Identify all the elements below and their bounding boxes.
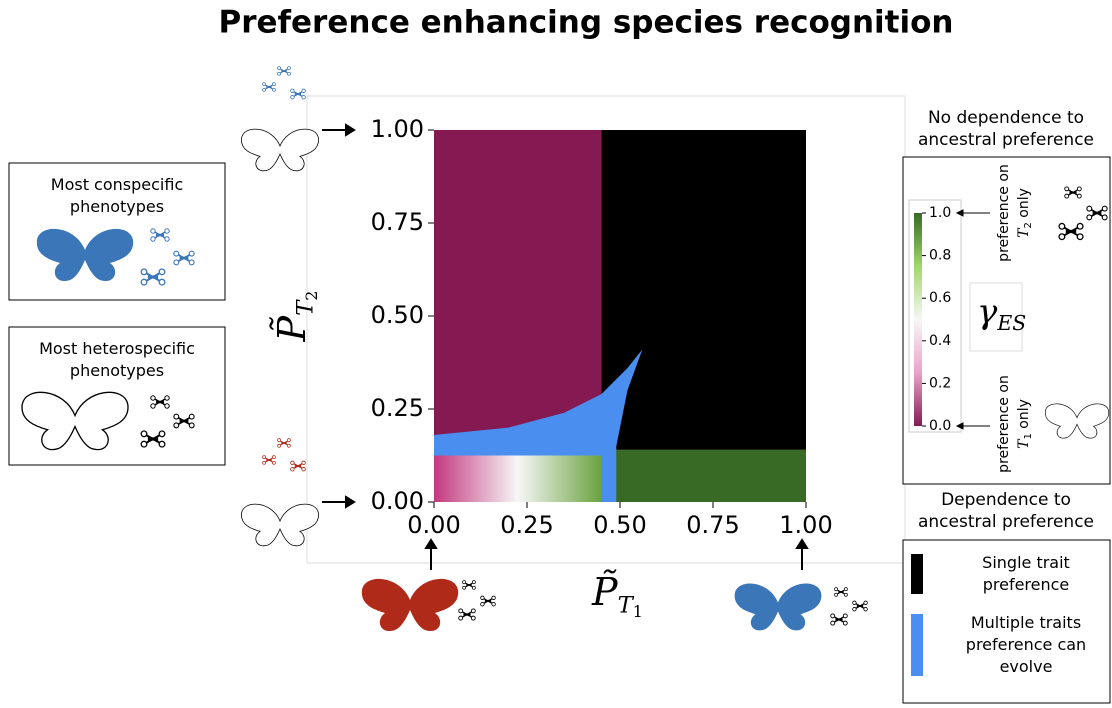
arrows	[955, 209, 990, 430]
text-line: preference can	[966, 635, 1086, 654]
plot: 0.00 0.25 0.50 0.75 1.00 0.00 0.25 0.50 0.75 1.00…	[270, 115, 833, 621]
note-subscript: 2	[1023, 222, 1034, 228]
text-line: No dependence to	[928, 108, 1084, 128]
y-label-symbol: P̃	[270, 314, 314, 342]
butterfly-icon	[361, 578, 459, 632]
note-rest: only	[1016, 188, 1032, 222]
x-tick-label: 1.00	[779, 511, 832, 539]
colorbar-tick-label: 0.0	[929, 418, 951, 434]
x-tick-label: 0.50	[593, 511, 646, 539]
text-line: Most conspecific	[51, 175, 183, 194]
y-tick-label: 0.50	[371, 301, 424, 329]
colorbar-label-subscript: ES	[996, 311, 1026, 335]
x-label-index: 1	[633, 602, 643, 621]
y-tick-label: 1.00	[371, 115, 424, 143]
text-line: phenotypes	[70, 197, 164, 216]
text-line: Dependence to	[941, 490, 1071, 510]
note-symbol: T	[1016, 438, 1032, 449]
arrows	[322, 123, 809, 570]
molecules	[458, 580, 496, 621]
region	[434, 349, 643, 502]
colorbar-scale	[914, 213, 922, 426]
colorbar-tick-label: 0.2	[929, 375, 951, 391]
text-line: evolve	[1000, 657, 1053, 676]
legend: Single trait preference Multiple traits pre…	[911, 553, 1086, 676]
y-tick-label: 0.25	[371, 394, 424, 422]
x-label-symbol: P̃	[591, 570, 619, 614]
region	[601, 130, 806, 450]
y-label-subscript: T	[292, 299, 318, 316]
colorbar-note: preference on T1 only	[996, 375, 1034, 473]
heterospecific-text: Most heterospecific phenotypes	[39, 339, 195, 380]
x-tick-label: 0.25	[500, 511, 553, 539]
legend-label: Single trait preference	[982, 553, 1070, 594]
dependence-title: Dependence to ancestral preference	[918, 490, 1094, 532]
region	[434, 455, 602, 502]
text-line: Most heterospecific	[39, 339, 195, 358]
text-line: Single trait	[982, 553, 1070, 572]
region	[601, 449, 806, 502]
y-label: P̃T2	[270, 291, 321, 343]
legend-label: Multiple traits preference can evolve	[966, 613, 1086, 676]
note-symbol: T	[1016, 227, 1032, 238]
colorbar-label-box	[969, 282, 1023, 352]
x-label: P̃T1	[591, 570, 643, 621]
legend-swatch	[911, 554, 923, 594]
legend-swatch	[911, 614, 923, 676]
region	[434, 130, 602, 502]
y-tick-label: 0.00	[371, 487, 424, 515]
legend-box	[902, 539, 1111, 704]
butterfly-icon	[734, 583, 822, 631]
text-line: preference	[983, 575, 1070, 594]
note-line: preference on	[996, 375, 1012, 473]
conspecific-text: Most conspecific phenotypes	[51, 175, 183, 216]
colorbar-tick-label: 0.4	[929, 333, 951, 349]
note-rest: only	[1016, 399, 1032, 433]
title: Preference enhancing species recognition	[219, 5, 954, 41]
y-label-index: 2	[302, 291, 321, 301]
y-tick-label: 0.75	[371, 208, 424, 236]
note-line: T2 only	[1016, 188, 1034, 238]
colorbar-note: preference on T2 only	[996, 164, 1034, 262]
x-tick-label: 0.00	[407, 511, 460, 539]
text-line: ancestral preference	[918, 512, 1094, 532]
colorbar-tick-label: 0.8	[929, 248, 951, 264]
colorbar-label: γES	[977, 292, 1026, 335]
x-label-subscript: T	[618, 592, 635, 618]
text-line: Multiple traits	[971, 613, 1081, 632]
text-line: phenotypes	[70, 361, 164, 380]
colorbar-label-symbol: γ	[977, 292, 998, 332]
colorbar-tick-label: 0.6	[929, 290, 951, 306]
x-tick-label: 0.75	[686, 511, 739, 539]
text-line: ancestral preference	[918, 130, 1094, 150]
molecules	[262, 438, 306, 472]
no-dependence-title: No dependence to ancestral preference	[918, 108, 1094, 150]
molecules	[830, 587, 868, 626]
colorbar-tick-label: 1.0	[929, 205, 951, 221]
note-line: T1 only	[1016, 399, 1034, 449]
molecules	[262, 66, 306, 100]
note-line: preference on	[996, 164, 1012, 262]
note-subscript: 1	[1023, 433, 1034, 439]
